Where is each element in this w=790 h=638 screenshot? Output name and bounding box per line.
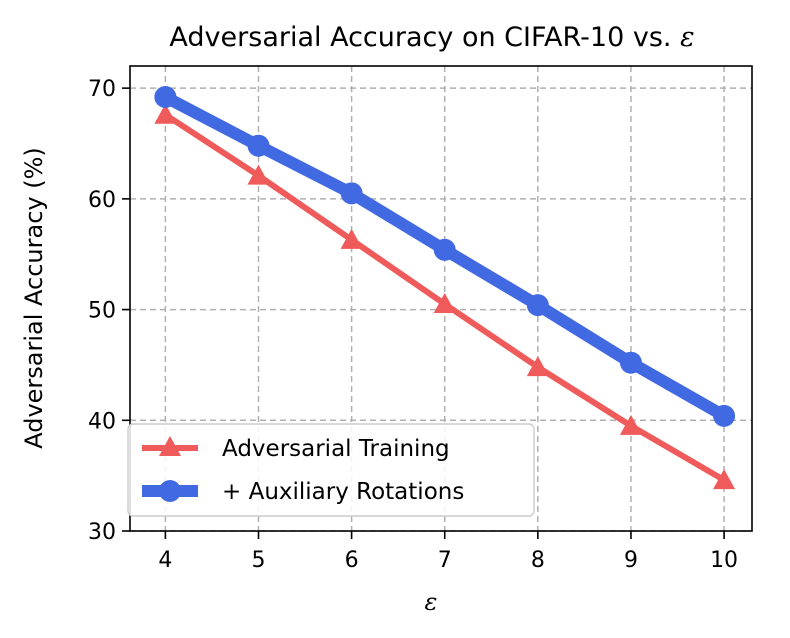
y-tick-label: 50 <box>88 299 116 324</box>
x-tick-label: 7 <box>438 548 452 573</box>
chart-title: Adversarial Accuracy on CIFAR-10 vs. ε <box>169 22 694 53</box>
y-tick-label: 70 <box>88 77 116 102</box>
x-tick-label: 9 <box>624 548 638 573</box>
y-axis-label: Adversarial Accuracy (%) <box>20 147 48 449</box>
data-point-adversarial-training <box>154 103 177 124</box>
y-tick-label: 30 <box>88 520 116 545</box>
legend-marker-auxiliary-rotations <box>159 480 181 502</box>
x-tick-label: 8 <box>531 548 545 573</box>
x-axis-ticks: 4 5 6 7 8 9 10 <box>158 531 738 573</box>
plot-frame <box>129 65 753 532</box>
data-point-adversarial-training <box>713 469 736 490</box>
x-tick-label: 10 <box>710 548 738 573</box>
legend-label-auxiliary-rotations: + Auxiliary Rotations <box>222 479 464 505</box>
data-point-adversarial-training <box>340 228 363 249</box>
x-axis-label: ε <box>425 588 438 616</box>
y-axis-ticks: 30 40 50 60 70 <box>88 77 130 545</box>
data-point-auxiliary-rotations <box>619 351 642 374</box>
y-tick-label: 40 <box>88 409 116 434</box>
legend-label-adversarial-training: Adversarial Training <box>222 436 450 462</box>
data-point-auxiliary-rotations <box>433 238 456 261</box>
series-markers <box>154 86 736 490</box>
legend-marker-adversarial-training <box>159 436 181 456</box>
data-point-adversarial-training <box>619 414 642 435</box>
data-point-adversarial-training <box>247 164 270 185</box>
data-point-auxiliary-rotations <box>154 86 177 108</box>
y-tick-label: 60 <box>88 188 116 213</box>
data-point-adversarial-training <box>433 293 456 314</box>
data-point-auxiliary-rotations <box>247 134 270 157</box>
x-tick-label: 4 <box>158 548 172 573</box>
data-point-auxiliary-rotations <box>713 404 736 427</box>
data-point-auxiliary-rotations <box>526 294 549 317</box>
data-point-auxiliary-rotations <box>340 182 363 205</box>
legend-box <box>127 423 535 517</box>
legend: Adversarial Training + Auxiliary Rotatio… <box>127 423 535 517</box>
x-tick-label: 6 <box>345 548 359 573</box>
x-tick-label: 5 <box>251 548 265 573</box>
data-point-adversarial-training <box>526 356 549 377</box>
